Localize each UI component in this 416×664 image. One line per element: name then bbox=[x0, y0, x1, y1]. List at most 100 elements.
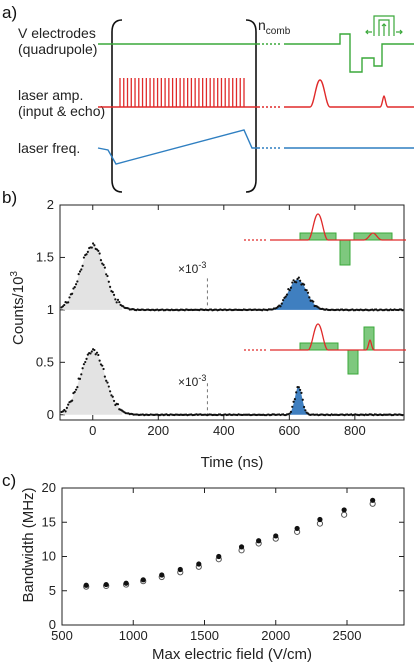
data-point bbox=[109, 390, 112, 393]
data-point-filled bbox=[103, 581, 109, 588]
data-point bbox=[82, 363, 86, 366]
data-point bbox=[302, 405, 306, 409]
data-point-filled bbox=[177, 566, 183, 573]
chart-b-ylabel: Counts/103 bbox=[9, 271, 27, 345]
data-point bbox=[297, 276, 300, 279]
inset-lower-laser bbox=[270, 323, 406, 351]
data-point bbox=[292, 400, 295, 403]
laser-freq-trace bbox=[97, 129, 414, 165]
electrodes-inset-inner bbox=[378, 19, 390, 36]
data-point bbox=[101, 364, 104, 367]
data-point bbox=[91, 242, 95, 245]
data-point bbox=[93, 348, 96, 352]
y-tick-label: 20 bbox=[42, 480, 56, 495]
data-point bbox=[86, 353, 89, 356]
row-label-electrodes-2: (quadrupole) bbox=[18, 41, 97, 57]
y-tick-label: 0 bbox=[47, 407, 54, 422]
electrodes-trace bbox=[98, 15, 414, 73]
data-point bbox=[118, 301, 121, 304]
data-point bbox=[304, 409, 307, 412]
data-point bbox=[306, 291, 310, 294]
data-point-filled bbox=[238, 544, 245, 550]
chart-b-xlabel: Time (ns) bbox=[201, 454, 264, 471]
data-point-filled bbox=[370, 497, 376, 503]
data-point bbox=[280, 302, 283, 305]
data-point bbox=[81, 367, 84, 370]
data-point bbox=[74, 388, 78, 391]
data-point bbox=[285, 293, 289, 296]
data-point bbox=[293, 398, 297, 401]
inset-upper bbox=[244, 213, 406, 266]
x-tick-label: 800 bbox=[344, 423, 366, 438]
data-point bbox=[73, 285, 76, 289]
data-point-filled bbox=[256, 538, 262, 544]
data-point bbox=[73, 390, 76, 394]
electrodes-inset-box bbox=[373, 15, 395, 36]
data-point bbox=[291, 281, 294, 284]
data-point bbox=[300, 391, 303, 394]
data-point bbox=[115, 301, 118, 304]
arrow-right-icon bbox=[396, 29, 403, 35]
data-point bbox=[72, 287, 75, 290]
inset-upper-pos-pulse-2 bbox=[353, 232, 393, 241]
data-point-filled bbox=[140, 577, 146, 583]
y-tick-label: 2 bbox=[47, 197, 54, 212]
scale-note-upper: ×10-3 bbox=[178, 260, 206, 276]
chart-b-ylabel-sup: 3 bbox=[9, 271, 20, 277]
data-point-filled bbox=[317, 516, 323, 523]
x-tick-label: 0 bbox=[89, 423, 96, 438]
left-bracket bbox=[111, 19, 123, 193]
data-point bbox=[116, 403, 120, 406]
chart-c-ylabel: Bandwidth (MHz) bbox=[20, 487, 37, 602]
laser-amp-trace bbox=[98, 78, 414, 108]
inset-upper-neg-pulse bbox=[339, 239, 351, 266]
data-point-filled bbox=[341, 507, 347, 513]
data-point bbox=[63, 303, 66, 307]
scale-note-lower-exp: -3 bbox=[198, 373, 206, 383]
data-point bbox=[90, 350, 93, 353]
data-point bbox=[84, 360, 87, 364]
data-point bbox=[64, 410, 67, 413]
data-point bbox=[301, 398, 304, 401]
data-point bbox=[111, 290, 114, 294]
inset-lower-pos-pulse-2 bbox=[363, 326, 375, 351]
data-point bbox=[297, 386, 300, 389]
data-point bbox=[289, 286, 293, 289]
data-point bbox=[67, 403, 70, 406]
row-label-laser-amp-2: (input & echo) bbox=[18, 103, 105, 119]
chart-b-ylabel-text: Counts/10 bbox=[10, 277, 27, 345]
data-point-filled bbox=[159, 572, 165, 578]
data-point-open bbox=[341, 511, 348, 518]
y-tick-label: 10 bbox=[42, 549, 56, 564]
row-label-electrodes-1: V electrodes bbox=[18, 25, 96, 41]
scale-note-lower-base: ×10 bbox=[178, 375, 199, 389]
data-point bbox=[99, 259, 103, 262]
data-point bbox=[279, 305, 282, 308]
chart-b: 0 200 400 600 800 0 0.5 1 1.5 2 bbox=[36, 197, 405, 438]
data-point bbox=[312, 300, 315, 303]
panel-b-label: b) bbox=[2, 188, 17, 207]
data-point bbox=[401, 309, 404, 312]
inset-upper-pos-pulse-1 bbox=[299, 232, 337, 241]
data-point-filled bbox=[216, 553, 222, 560]
panel-c-label: c) bbox=[2, 471, 16, 490]
inset-lower-neg-pulse bbox=[347, 349, 359, 375]
data-point bbox=[68, 296, 71, 299]
data-point bbox=[80, 268, 83, 271]
echo-pulse-area bbox=[270, 279, 326, 310]
data-point bbox=[76, 280, 79, 283]
data-point bbox=[67, 301, 70, 304]
data-point bbox=[302, 283, 306, 286]
data-point bbox=[291, 405, 294, 408]
n-comb-label: ncomb bbox=[258, 17, 291, 37]
chart-c: 500 1000 1500 2000 2500 0 5 10 15 20 bbox=[42, 480, 405, 643]
data-point bbox=[112, 399, 116, 403]
inset-upper-laser bbox=[270, 213, 406, 241]
inset-lower-pos-pulse-1 bbox=[299, 342, 339, 351]
data-point bbox=[61, 410, 65, 413]
data-point bbox=[299, 279, 302, 282]
data-point bbox=[107, 280, 110, 283]
data-point bbox=[284, 295, 287, 298]
data-point bbox=[106, 381, 109, 384]
